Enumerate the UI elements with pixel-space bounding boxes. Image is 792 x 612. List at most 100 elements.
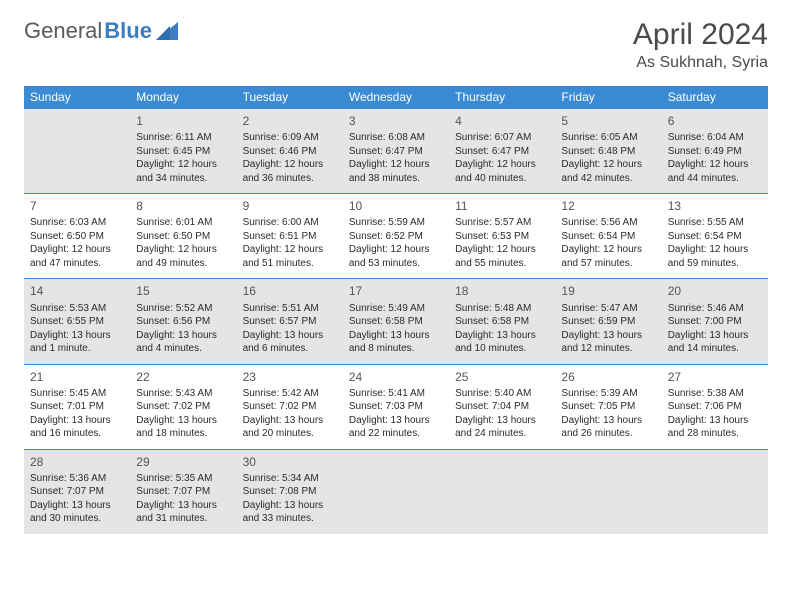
sunrise-line: Sunrise: 5:34 AM (243, 472, 337, 486)
calendar-cell: 26Sunrise: 5:39 AMSunset: 7:05 PMDayligh… (555, 364, 661, 449)
sunset-line: Sunset: 7:07 PM (30, 485, 124, 499)
daylight-line: Daylight: 12 hours and 57 minutes. (561, 243, 655, 270)
calendar-cell: 6Sunrise: 6:04 AMSunset: 6:49 PMDaylight… (662, 109, 768, 194)
day-number: 30 (243, 454, 337, 470)
daylight-line: Daylight: 13 hours and 31 minutes. (136, 499, 230, 526)
sunrise-line: Sunrise: 5:39 AM (561, 387, 655, 401)
calendar-cell: 28Sunrise: 5:36 AMSunset: 7:07 PMDayligh… (24, 449, 130, 534)
daylight-line: Daylight: 13 hours and 14 minutes. (668, 329, 762, 356)
day-number: 12 (561, 198, 655, 214)
day-number: 22 (136, 369, 230, 385)
daylight-line: Daylight: 13 hours and 20 minutes. (243, 414, 337, 441)
day-number: 8 (136, 198, 230, 214)
calendar-cell (449, 449, 555, 534)
day-number: 1 (136, 113, 230, 129)
calendar-cell: 15Sunrise: 5:52 AMSunset: 6:56 PMDayligh… (130, 279, 236, 364)
sunrise-line: Sunrise: 5:43 AM (136, 387, 230, 401)
sunrise-line: Sunrise: 6:09 AM (243, 131, 337, 145)
calendar-cell: 16Sunrise: 5:51 AMSunset: 6:57 PMDayligh… (237, 279, 343, 364)
daylight-line: Daylight: 12 hours and 55 minutes. (455, 243, 549, 270)
calendar-cell: 29Sunrise: 5:35 AMSunset: 7:07 PMDayligh… (130, 449, 236, 534)
calendar-cell (555, 449, 661, 534)
calendar-cell: 2Sunrise: 6:09 AMSunset: 6:46 PMDaylight… (237, 109, 343, 194)
sunrise-line: Sunrise: 5:55 AM (668, 216, 762, 230)
daylight-line: Daylight: 12 hours and 42 minutes. (561, 158, 655, 185)
location: As Sukhnah, Syria (633, 54, 768, 72)
daylight-line: Daylight: 12 hours and 53 minutes. (349, 243, 443, 270)
day-number: 20 (668, 283, 762, 299)
calendar-cell: 27Sunrise: 5:38 AMSunset: 7:06 PMDayligh… (662, 364, 768, 449)
calendar-cell: 4Sunrise: 6:07 AMSunset: 6:47 PMDaylight… (449, 109, 555, 194)
month-title: April 2024 (633, 18, 768, 52)
daylight-line: Daylight: 13 hours and 8 minutes. (349, 329, 443, 356)
sunrise-line: Sunrise: 5:36 AM (30, 472, 124, 486)
logo-text-blue: Blue (104, 18, 152, 44)
sunrise-line: Sunrise: 6:07 AM (455, 131, 549, 145)
day-number: 5 (561, 113, 655, 129)
sunset-line: Sunset: 6:53 PM (455, 230, 549, 244)
daylight-line: Daylight: 12 hours and 44 minutes. (668, 158, 762, 185)
sunrise-line: Sunrise: 5:45 AM (30, 387, 124, 401)
sunset-line: Sunset: 7:06 PM (668, 400, 762, 414)
daylight-line: Daylight: 13 hours and 28 minutes. (668, 414, 762, 441)
daylight-line: Daylight: 12 hours and 38 minutes. (349, 158, 443, 185)
sunrise-line: Sunrise: 5:38 AM (668, 387, 762, 401)
sunset-line: Sunset: 7:04 PM (455, 400, 549, 414)
day-number: 19 (561, 283, 655, 299)
day-number: 9 (243, 198, 337, 214)
sunset-line: Sunset: 7:02 PM (136, 400, 230, 414)
sunset-line: Sunset: 7:07 PM (136, 485, 230, 499)
sunrise-line: Sunrise: 5:49 AM (349, 302, 443, 316)
daylight-line: Daylight: 13 hours and 33 minutes. (243, 499, 337, 526)
day-number: 26 (561, 369, 655, 385)
sunrise-line: Sunrise: 6:08 AM (349, 131, 443, 145)
sunrise-line: Sunrise: 6:00 AM (243, 216, 337, 230)
daylight-line: Daylight: 13 hours and 10 minutes. (455, 329, 549, 356)
weekday-header: Saturday (662, 86, 768, 109)
weekday-header: Thursday (449, 86, 555, 109)
calendar-cell (662, 449, 768, 534)
sunset-line: Sunset: 6:46 PM (243, 145, 337, 159)
sunset-line: Sunset: 6:50 PM (136, 230, 230, 244)
calendar-cell: 18Sunrise: 5:48 AMSunset: 6:58 PMDayligh… (449, 279, 555, 364)
calendar-cell: 22Sunrise: 5:43 AMSunset: 7:02 PMDayligh… (130, 364, 236, 449)
sunset-line: Sunset: 7:02 PM (243, 400, 337, 414)
calendar-cell: 13Sunrise: 5:55 AMSunset: 6:54 PMDayligh… (662, 194, 768, 279)
day-number: 2 (243, 113, 337, 129)
daylight-line: Daylight: 13 hours and 22 minutes. (349, 414, 443, 441)
sunset-line: Sunset: 6:59 PM (561, 315, 655, 329)
sunrise-line: Sunrise: 5:35 AM (136, 472, 230, 486)
weekday-header: Sunday (24, 86, 130, 109)
calendar-cell (343, 449, 449, 534)
sunset-line: Sunset: 7:01 PM (30, 400, 124, 414)
calendar-week: 14Sunrise: 5:53 AMSunset: 6:55 PMDayligh… (24, 279, 768, 364)
logo: General Blue (24, 18, 178, 44)
calendar-cell: 17 Sunrise: 5:49 AMSunset: 6:58 PMDayligh… (343, 279, 449, 364)
sunset-line: Sunset: 7:05 PM (561, 400, 655, 414)
day-number: 16 (243, 283, 337, 299)
day-number: 17 (349, 283, 443, 299)
sunrise-line: Sunrise: 5:51 AM (243, 302, 337, 316)
calendar-cell: 10Sunrise: 5:59 AMSunset: 6:52 PMDayligh… (343, 194, 449, 279)
daylight-line: Daylight: 13 hours and 1 minute. (30, 329, 124, 356)
sunrise-line: Sunrise: 5:53 AM (30, 302, 124, 316)
calendar-cell: 24Sunrise: 5:41 AMSunset: 7:03 PMDayligh… (343, 364, 449, 449)
sunrise-line: Sunrise: 6:11 AM (136, 131, 230, 145)
day-number: 3 (349, 113, 443, 129)
sunrise-line: Sunrise: 6:01 AM (136, 216, 230, 230)
day-number: 18 (455, 283, 549, 299)
sunrise-line: Sunrise: 5:52 AM (136, 302, 230, 316)
sunrise-line: Sunrise: 6:05 AM (561, 131, 655, 145)
sunset-line: Sunset: 6:49 PM (668, 145, 762, 159)
sunset-line: Sunset: 6:47 PM (349, 145, 443, 159)
sunset-line: Sunset: 6:58 PM (349, 315, 443, 329)
day-number: 23 (243, 369, 337, 385)
day-number: 28 (30, 454, 124, 470)
daylight-line: Daylight: 13 hours and 4 minutes. (136, 329, 230, 356)
calendar-cell: 30Sunrise: 5:34 AMSunset: 7:08 PMDayligh… (237, 449, 343, 534)
weekday-header: Friday (555, 86, 661, 109)
sunrise-line: Sunrise: 5:57 AM (455, 216, 549, 230)
sunset-line: Sunset: 7:03 PM (349, 400, 443, 414)
sunrise-line: Sunrise: 6:03 AM (30, 216, 124, 230)
weekday-header: Wednesday (343, 86, 449, 109)
